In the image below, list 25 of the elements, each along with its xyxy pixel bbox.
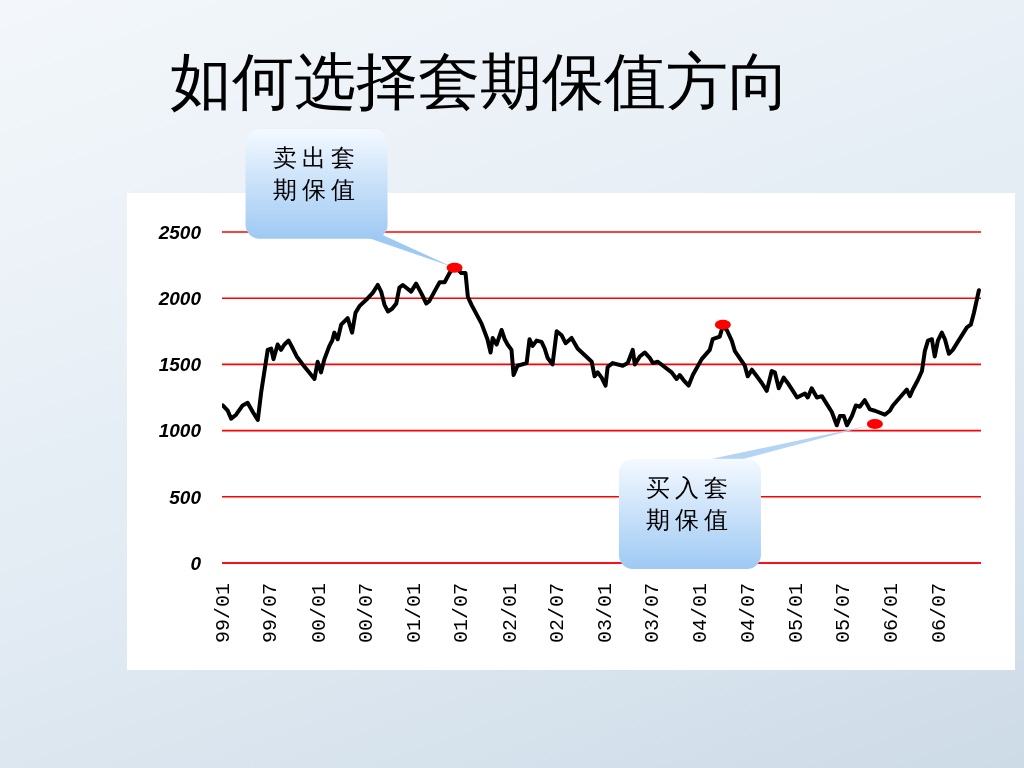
y-tick-label: 2500 — [157, 221, 202, 243]
x-tick-label: 06/01 — [880, 583, 904, 644]
x-tick-label: 00/01 — [307, 583, 331, 644]
y-tick-label: 2000 — [157, 287, 202, 309]
y-tick-label: 500 — [169, 486, 202, 508]
x-tick-label: 03/01 — [593, 583, 617, 644]
x-tick-label: 04/07 — [736, 583, 760, 644]
x-tick-label: 02/07 — [545, 583, 569, 644]
x-tick-label: 05/07 — [832, 583, 856, 644]
chart-title: 如何选择套期保值方向 — [169, 44, 791, 120]
x-tick-label: 00/07 — [355, 583, 379, 644]
x-tick-label: 99/07 — [259, 583, 283, 644]
annotation: 买入套期保值 — [645, 472, 735, 536]
x-tick-label: 02/01 — [498, 583, 522, 644]
x-tick-label: 01/07 — [450, 583, 474, 644]
x-tick-label: 04/01 — [689, 583, 713, 644]
y-tick-label: 0 — [190, 552, 202, 574]
x-tick-label: 99/01 — [212, 583, 236, 644]
annotation: 卖出套期保值 — [272, 142, 362, 206]
x-tick-label: 06/07 — [927, 583, 951, 644]
y-tick-label: 1000 — [158, 420, 202, 442]
y-tick-label: 1500 — [158, 354, 202, 376]
x-tick-label: 03/07 — [641, 583, 665, 644]
x-tick-label: 05/01 — [784, 583, 808, 644]
x-tick-label: 01/01 — [403, 583, 427, 644]
